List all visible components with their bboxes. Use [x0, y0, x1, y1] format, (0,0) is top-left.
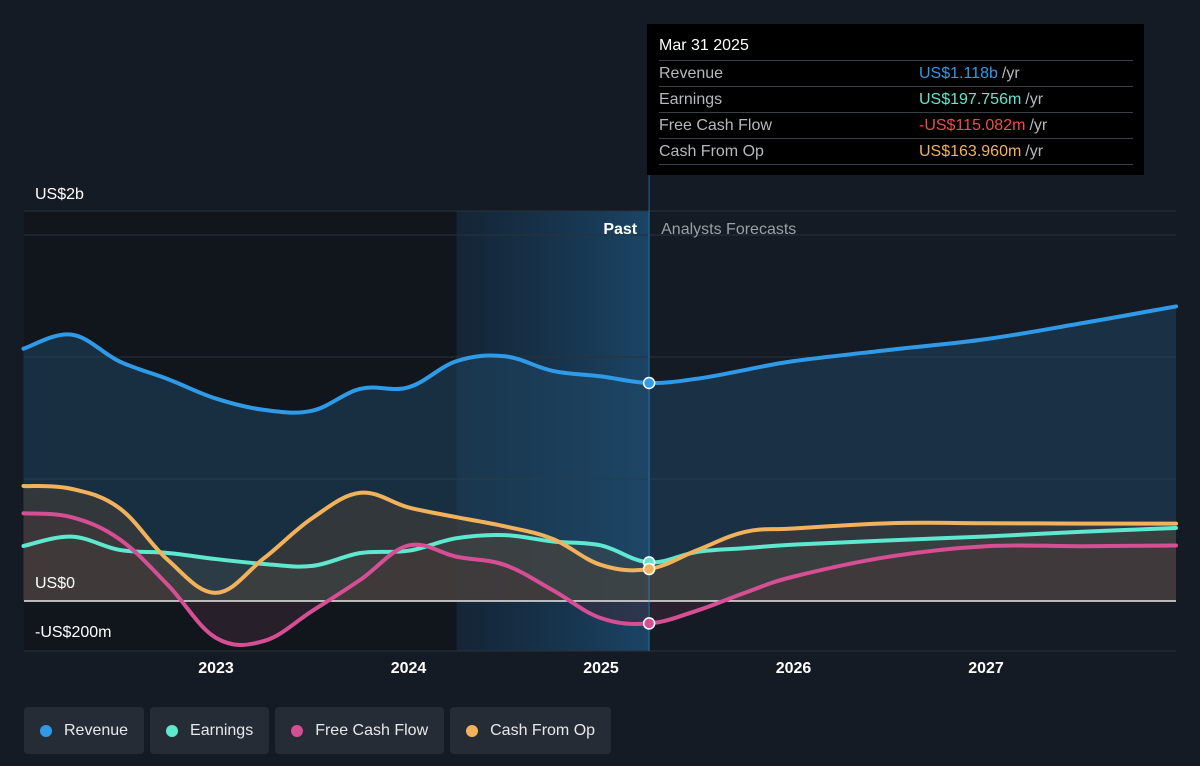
past-label: Past — [603, 221, 637, 238]
y-tick-label: US$2b — [35, 186, 84, 203]
highlight-points — [642, 376, 656, 630]
y-tick-label: US$0 — [35, 575, 75, 592]
chart-legend: Revenue Earnings Free Cash Flow Cash Fro… — [24, 707, 612, 754]
tooltip-row-free-cash-flow: Free Cash Flow -US$115.082m /yr — [659, 113, 1133, 139]
tooltip-label: Earnings — [659, 91, 723, 108]
legend-dot-icon — [291, 724, 304, 737]
legend-label: Free Cash Flow — [315, 721, 429, 739]
series-line-earnings — [21, 525, 1178, 569]
x-tick-label: 2023 — [198, 660, 234, 677]
legend-label: Earnings — [190, 721, 254, 739]
legend-item-revenue[interactable]: Revenue — [24, 707, 145, 754]
data-tooltip: Mar 31 2025 Revenue US$1.118b /yr Earnin… — [647, 24, 1144, 175]
y-axis-labels: US$2b US$0 -US$200m — [35, 186, 111, 641]
series-line-cash-from-op — [21, 483, 1178, 595]
highlight-point-cash-from-op — [642, 562, 656, 576]
tooltip-value: US$163.960m — [919, 143, 1022, 160]
series-lines — [21, 304, 1178, 648]
tooltip-label: Revenue — [659, 65, 724, 82]
tooltip-row-earnings: Earnings US$197.756m /yr — [659, 87, 1133, 113]
highlight-point-revenue — [642, 376, 656, 390]
forecast-label: Analysts Forecasts — [661, 221, 796, 238]
tooltip-unit: /yr — [1001, 65, 1020, 82]
x-tick-label: 2025 — [583, 660, 619, 677]
legend-label: Revenue — [64, 721, 129, 739]
x-tick-label: 2024 — [391, 660, 427, 677]
series-area-cash-from-op — [23, 485, 1176, 601]
legend-item-free-cash-flow[interactable]: Free Cash Flow — [275, 707, 445, 754]
series-line-free-cash-flow — [21, 511, 1178, 648]
x-tick-label: 2027 — [968, 660, 1004, 677]
tooltip-unit: /yr — [1025, 143, 1044, 160]
tooltip-value: US$197.756m — [919, 91, 1022, 108]
legend-dot-icon — [166, 724, 179, 737]
x-tick-label: 2026 — [776, 660, 812, 677]
series-line-revenue — [21, 304, 1178, 415]
highlight-point-free-cash-flow — [642, 617, 656, 630]
legend-item-earnings[interactable]: Earnings — [150, 707, 270, 754]
x-axis-labels: 2023 2024 2025 2026 2027 — [198, 660, 1004, 677]
tooltip-label: Cash From Op — [659, 143, 764, 160]
legend-dot-icon — [40, 724, 52, 737]
legend-dot-icon — [466, 724, 479, 737]
y-tick-label: -US$200m — [35, 624, 111, 641]
tooltip-unit: /yr — [1025, 91, 1044, 108]
tooltip-value: US$1.118b — [919, 65, 998, 82]
tooltip-row-revenue: Revenue US$1.118b /yr — [659, 61, 1133, 87]
tooltip-label: Free Cash Flow — [659, 117, 772, 134]
tooltip-date: Mar 31 2025 — [659, 36, 1133, 61]
tooltip-value: -US$115.082m — [919, 117, 1026, 134]
legend-item-cash-from-op[interactable]: Cash From Op — [450, 707, 612, 754]
tooltip-unit: /yr — [1029, 117, 1048, 134]
legend-label: Cash From Op — [490, 721, 596, 739]
tooltip-row-cash-from-op: Cash From Op US$163.960m /yr — [659, 139, 1133, 165]
